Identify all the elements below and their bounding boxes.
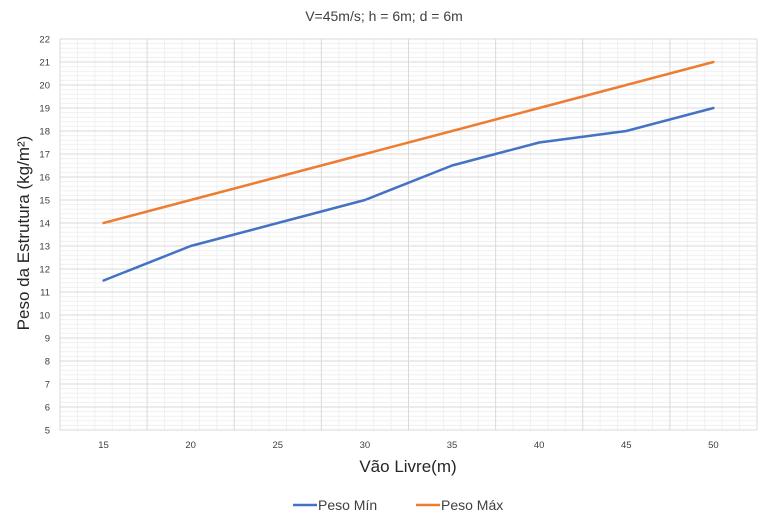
x-tick-label: 45 <box>621 440 632 451</box>
series-group <box>102 60 715 282</box>
x-axis-ticks: 15 20 25 30 35 40 45 50 <box>98 440 718 451</box>
x-tick-label: 25 <box>273 440 284 451</box>
x-tick-label: 20 <box>185 440 196 451</box>
series-line-peso-m-x <box>102 60 715 225</box>
x-tick-label: 50 <box>708 440 719 451</box>
legend: Peso Mín Peso Máx <box>293 497 503 513</box>
grid <box>59 38 758 430</box>
y-tick-label: 5 <box>45 426 50 437</box>
y-tick-label: 22 <box>39 35 50 46</box>
chart-title: V=45m/s; h = 6m; d = 6m <box>305 8 463 24</box>
x-tick-label: 15 <box>98 440 109 451</box>
y-tick-label: 6 <box>45 403 50 414</box>
legend-label-peso-m-n: Peso Mín <box>318 497 377 513</box>
y-tick-label: 15 <box>39 196 50 207</box>
y-axis-ticks: 5 6 7 8 9 10 11 12 13 14 15 16 17 18 19 20 21 22 <box>39 35 50 437</box>
y-tick-label: 20 <box>39 81 50 92</box>
x-tick-label: 40 <box>534 440 545 451</box>
series-line-peso-m-n <box>102 106 715 282</box>
y-tick-label: 9 <box>45 334 50 345</box>
y-tick-label: 17 <box>39 150 50 161</box>
x-axis-title: Vão Livre(m) <box>359 457 456 476</box>
y-tick-label: 16 <box>39 173 50 184</box>
y-tick-label: 14 <box>39 219 50 230</box>
y-tick-label: 11 <box>40 288 50 299</box>
x-tick-label: 35 <box>447 440 458 451</box>
y-tick-label: 10 <box>39 311 50 322</box>
y-tick-label: 12 <box>39 265 50 276</box>
x-tick-label: 30 <box>360 440 371 451</box>
y-tick-label: 18 <box>39 127 50 138</box>
y-tick-label: 13 <box>39 242 50 253</box>
y-tick-label: 19 <box>39 104 50 115</box>
y-tick-label: 7 <box>45 380 50 391</box>
y-tick-label: 8 <box>45 357 50 368</box>
y-tick-label: 21 <box>39 58 50 69</box>
legend-label-peso-m-x: Peso Máx <box>441 497 503 513</box>
y-axis-title: Peso da Estrutura (kg/m²) <box>14 136 33 331</box>
